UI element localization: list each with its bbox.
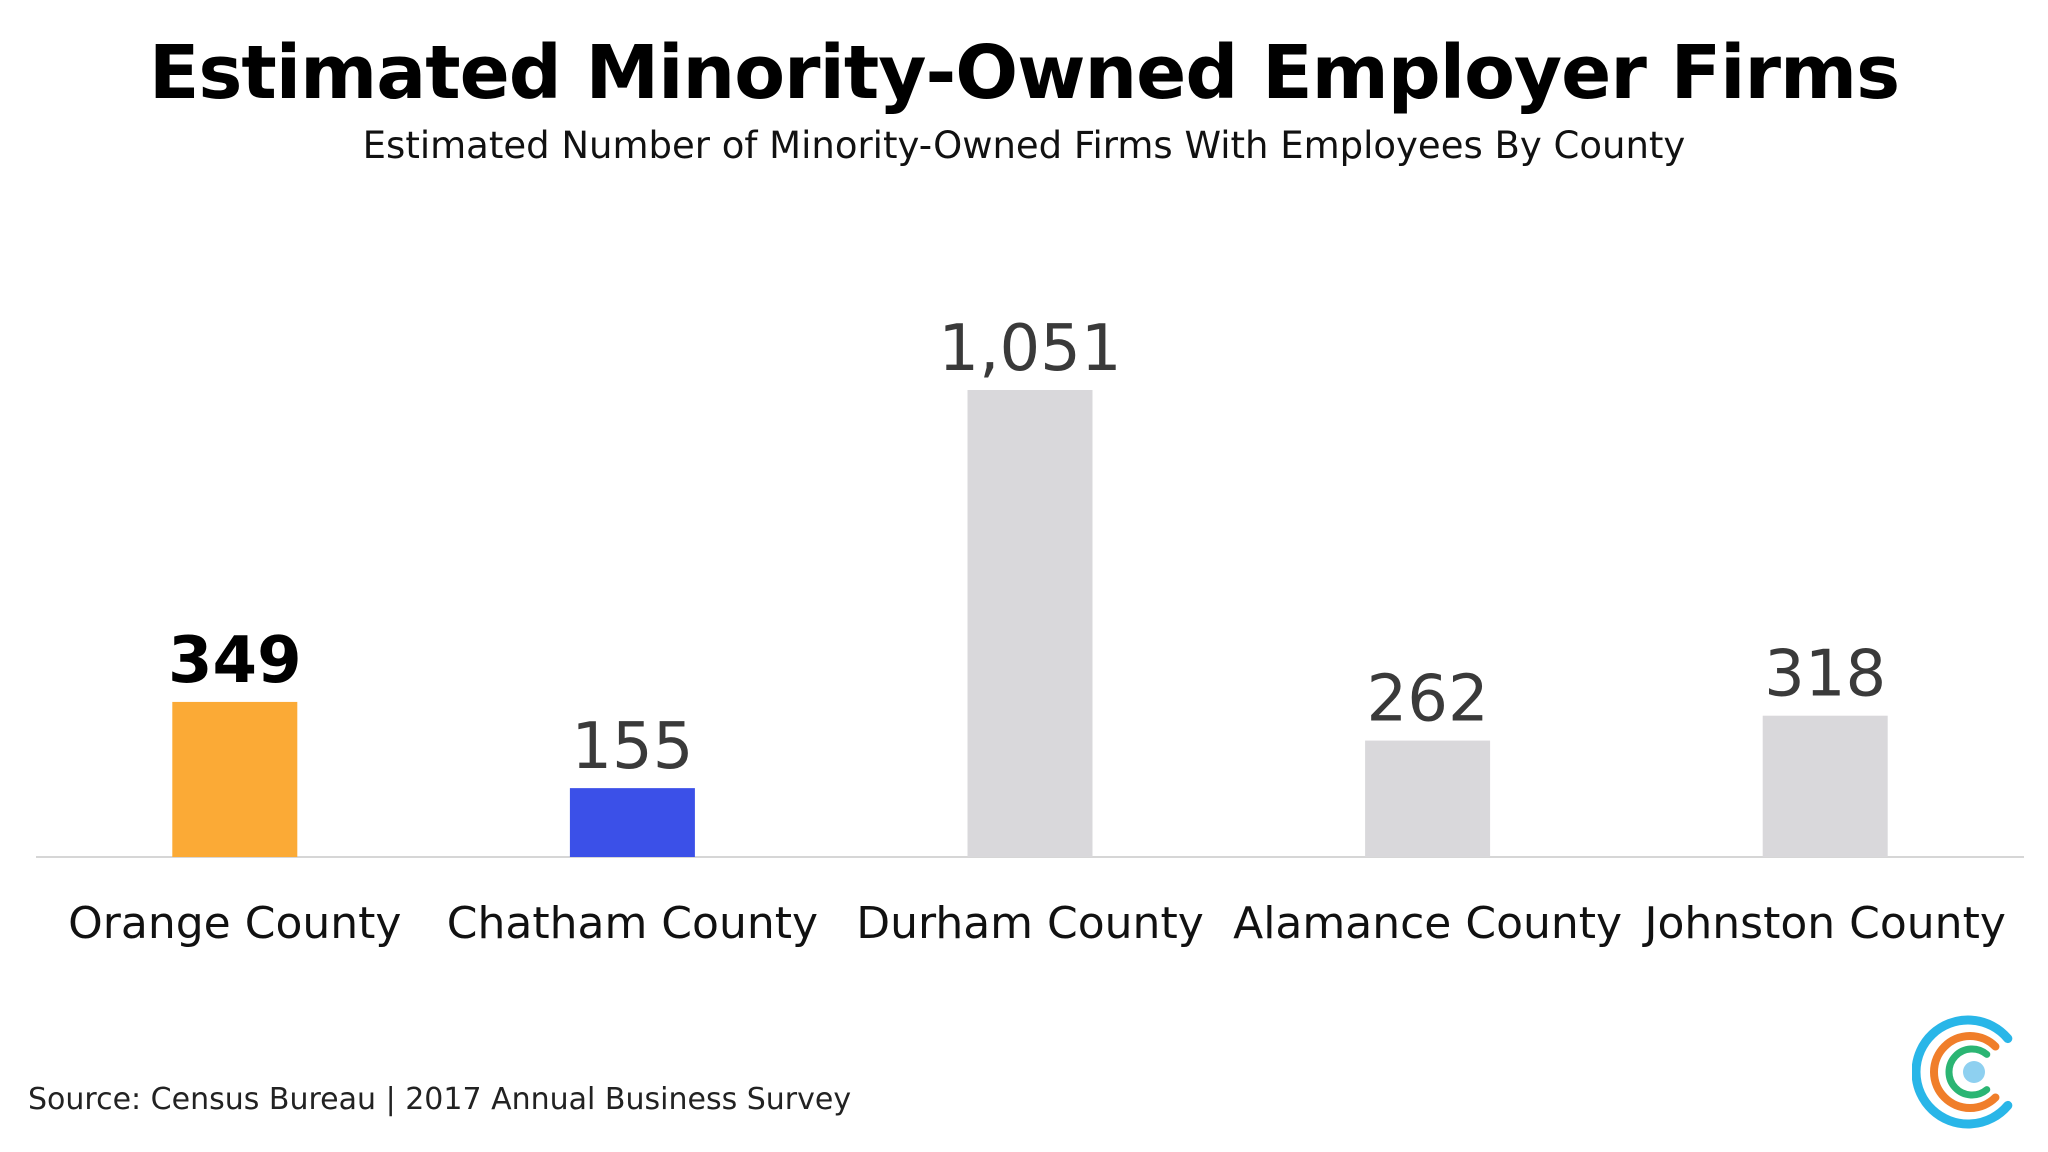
concentric-c-logo-icon: [1912, 1015, 2013, 1129]
bar-orange-county: [172, 701, 298, 857]
bar-durham-county: [967, 390, 1093, 857]
category-label: Orange County: [68, 898, 401, 949]
category-label: Chatham County: [447, 898, 818, 949]
logo-center-dot: [1963, 1061, 1985, 1083]
chart-title: Estimated Minority-Owned Employer Firms: [148, 30, 1900, 116]
bar-johnston-county: [1762, 715, 1888, 857]
bar-value-label: 262: [1367, 663, 1489, 737]
bar-alamance-county: [1365, 740, 1491, 857]
value-labels-group: 349 155 1,051 262 318: [168, 312, 1886, 784]
category-label: Johnston County: [1642, 898, 2006, 949]
category-label: Alamance County: [1233, 898, 1622, 949]
logo-inner-arc: [1945, 1045, 1991, 1099]
bar-value-label: 349: [168, 624, 302, 698]
category-label: Durham County: [856, 898, 1204, 949]
bar-value-label: 318: [1764, 638, 1886, 712]
logo-outer-arc: [1912, 1015, 2013, 1129]
bar-value-label: 1,051: [938, 312, 1121, 386]
bars-group: [172, 390, 1888, 857]
category-labels-group: Orange County Chatham County Durham County…: [68, 898, 2006, 949]
bar-chatham-county: [569, 788, 695, 857]
source-note: Source: Census Bureau | 2017 Annual Busi…: [28, 1082, 852, 1117]
logo-middle-arc: [1930, 1032, 2000, 1112]
chart-subtitle: Estimated Number of Minority-Owned Firms…: [362, 124, 1686, 167]
bar-value-label: 155: [571, 710, 693, 784]
